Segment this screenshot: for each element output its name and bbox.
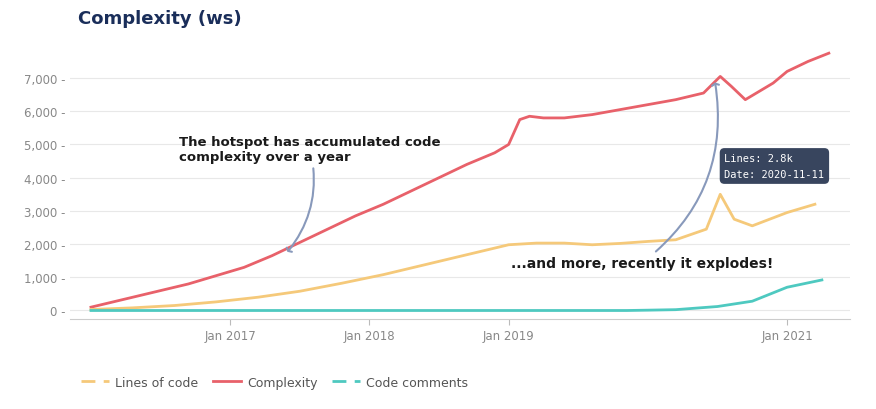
Text: Complexity (ws): Complexity (ws) [78, 9, 242, 27]
Text: The hotspot has accumulated code
complexity over a year: The hotspot has accumulated code complex… [180, 135, 441, 252]
Legend: Lines of code, Complexity, Code comments: Lines of code, Complexity, Code comments [76, 371, 473, 394]
Text: Lines: 2.8k
Date: 2020-11-11: Lines: 2.8k Date: 2020-11-11 [724, 153, 824, 180]
Text: ...and more, recently it explodes!: ...and more, recently it explodes! [511, 84, 773, 270]
